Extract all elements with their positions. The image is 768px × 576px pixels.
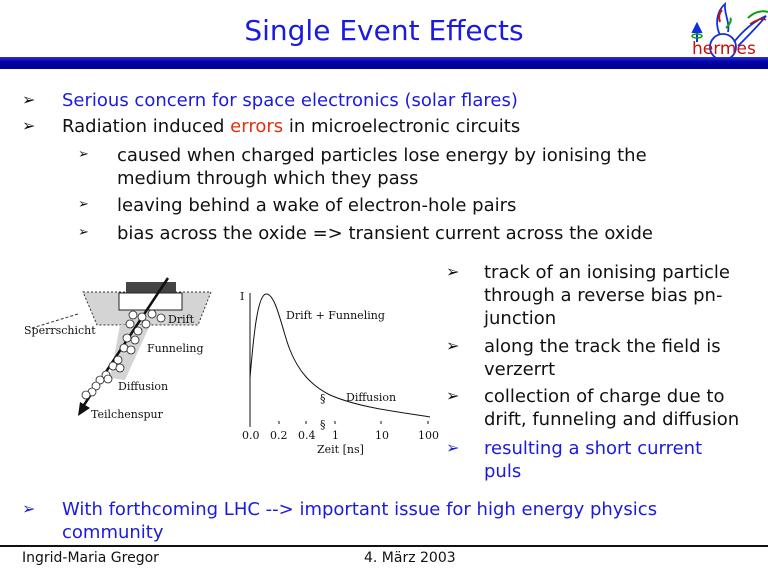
bullet-text-part: in microelectronic circuits (283, 116, 521, 137)
footer-date: 4. März 2003 (364, 550, 456, 566)
x-tick-label: 0.2 (270, 429, 288, 442)
hermes-logo: hermes (690, 1, 768, 61)
label-funneling: Funneling (147, 342, 204, 355)
label-drift: Drift (168, 313, 195, 326)
right-bullet-text: collection of charge due to (484, 386, 725, 407)
x-tick-label: 0.4 (298, 429, 316, 442)
right-bullet-text: along the track the field is (484, 336, 721, 357)
plot-ylabel: I (240, 290, 244, 303)
sperrschicht-pointer (31, 313, 79, 329)
bottom-bullet-text: community (62, 522, 164, 543)
highlight-errors: errors (230, 116, 284, 137)
x-tick-label: 100 (418, 429, 439, 442)
label-sperrschicht: Sperrschicht (24, 324, 96, 337)
svg-text:hermes: hermes (692, 39, 756, 58)
bullet-text-part: Radiation induced (62, 116, 231, 137)
bottom-bullet-text: With forthcoming LHC --> important issue… (62, 499, 658, 520)
current-pulse-curve (249, 293, 431, 418)
slide-title: Single Event Effects (244, 14, 524, 47)
right-bullet-text: verzerrt (484, 359, 556, 380)
right-bullet-text: resulting a short current (484, 438, 703, 459)
sub-bullet-arrow-icon: ➢ (78, 147, 89, 162)
bullet-text: Radiation induced errors in microelectro… (62, 115, 520, 138)
right-bullet-text: puls (484, 461, 522, 482)
right-bullet-text: through a reverse bias pn- (484, 285, 723, 306)
sub-bullet-arrow-icon: ➢ (78, 197, 89, 212)
axis-break-icon: § (320, 392, 326, 405)
bullet-arrow-icon: ➢ (22, 499, 36, 518)
gate-electrode (126, 282, 176, 294)
sub-bullet-text: leaving behind a wake of electron-hole p… (117, 195, 517, 216)
x-tick-label: 0.0 (242, 429, 260, 442)
sub-bullet-text: caused when charged particles lose energ… (117, 145, 647, 166)
bullet-arrow-icon: ➢ (22, 90, 36, 109)
bullet-arrow-icon: ➢ (446, 336, 460, 355)
sub-bullet-text: medium through which they pass (117, 168, 419, 189)
oxide-block (118, 292, 183, 311)
charge-carriers (81, 309, 166, 400)
x-tick-label: 10 (375, 429, 389, 442)
header-bar (0, 57, 768, 69)
right-bullet-text: drift, funneling and diffusion (484, 409, 740, 430)
axis-break-icon: § (320, 418, 326, 431)
sel-diagram: Sperrschicht Drift Funneling Diffusion T… (24, 277, 439, 456)
plot-xlabel: Zeit [ns] (317, 443, 364, 456)
bullet-arrow-icon: ➢ (22, 116, 36, 135)
right-bullet-text: track of an ionising particle (484, 262, 731, 283)
bullet-arrow-icon: ➢ (446, 386, 460, 405)
plot-label-diffusion: Diffusion (346, 391, 396, 404)
sub-bullet-text: bias across the oxide => transient curre… (117, 223, 653, 244)
label-teilchenspur: Teilchenspur (91, 408, 164, 421)
bullet-text: Serious concern for space electronics (s… (62, 90, 518, 111)
plot-ticks (278, 421, 429, 424)
bullet-arrow-icon: ➢ (446, 262, 460, 281)
right-bullet-text: junction (484, 308, 557, 329)
x-tick-label: 1 (332, 429, 339, 442)
plot-label-drift-funneling: Drift + Funneling (286, 309, 385, 322)
sub-bullet-arrow-icon: ➢ (78, 225, 89, 240)
footer-divider (0, 545, 768, 547)
track-arrowhead-icon (78, 402, 90, 416)
label-diffusion: Diffusion (118, 380, 168, 393)
bullet-arrow-icon: ➢ (446, 438, 460, 457)
footer-author: Ingrid-Maria Gregor (22, 550, 159, 566)
